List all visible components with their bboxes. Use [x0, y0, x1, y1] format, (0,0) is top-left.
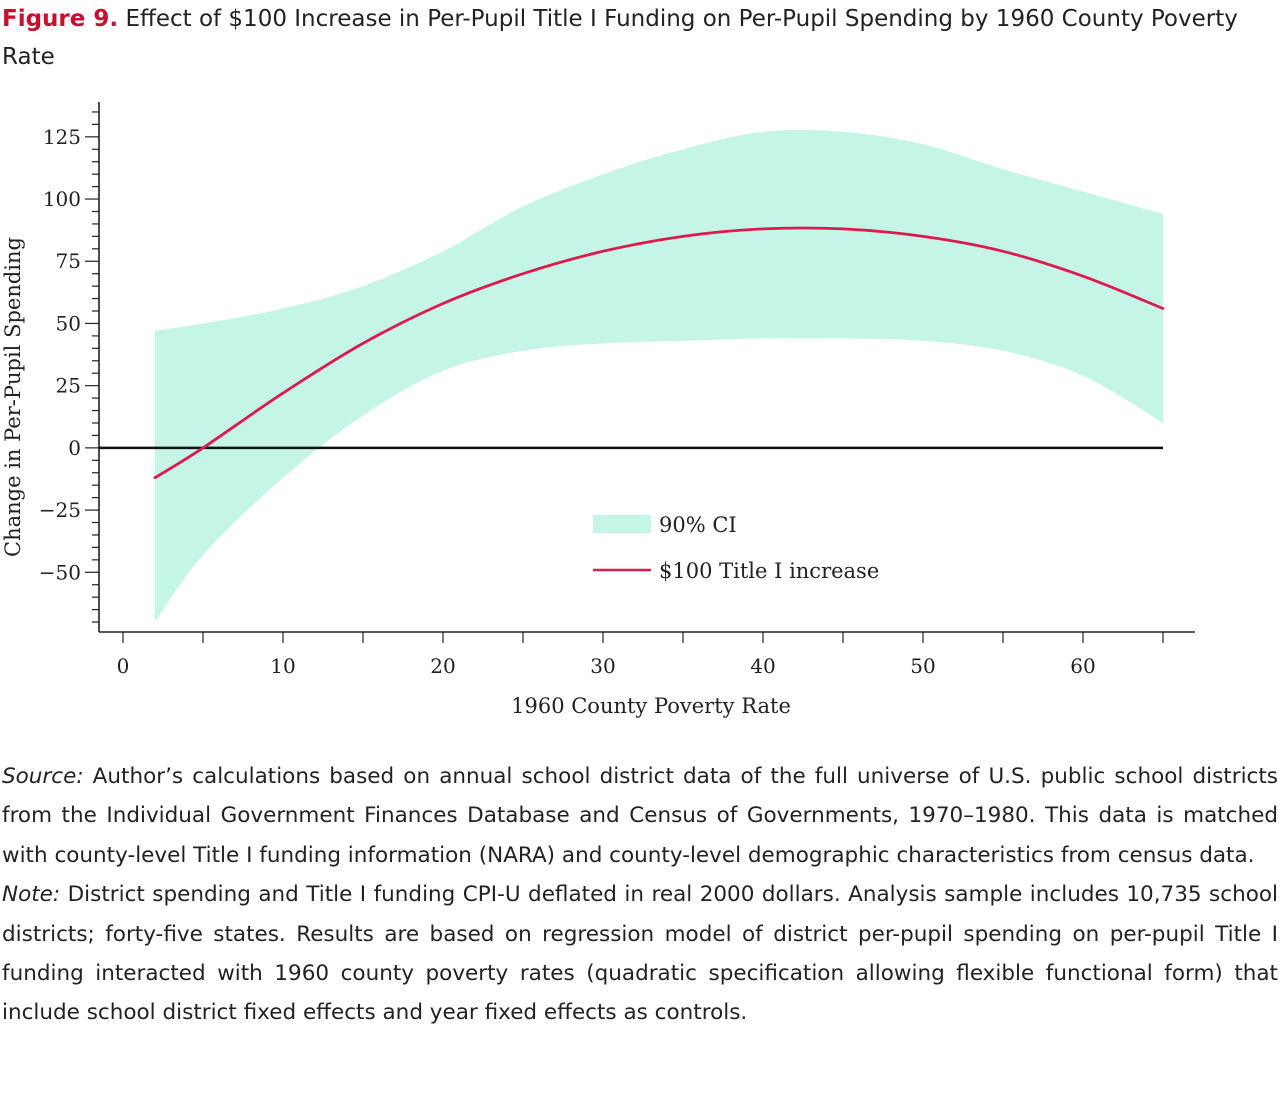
- note: Note: District spending and Title I fund…: [2, 875, 1278, 1033]
- y-tick-label: 100: [43, 187, 81, 211]
- chart: −50 −25 0 25 50 75 100 125 0 10 20 30 40 50 60 1960 Cou…: [1, 102, 1195, 718]
- note-text: District spending and Title I funding CP…: [2, 882, 1278, 1026]
- source-text: Author’s calculations based on annual sc…: [2, 764, 1278, 868]
- labels-layer: −50 −25 0 25 50 75 100 125 0 10 20 30 40 50 60 1960 Cou…: [1, 125, 1096, 718]
- x-tick-label: 10: [270, 654, 295, 678]
- ci-band-layer: [155, 130, 1163, 622]
- source-note: Source: Author’s calculations based on a…: [2, 757, 1278, 875]
- x-axis-label: 1960 County Poverty Rate: [511, 694, 791, 718]
- figure-title-text: Effect of $100 Increase in Per-Pupil Tit…: [2, 6, 1238, 70]
- legend-line-label: $100 Title I increase: [659, 559, 879, 583]
- figure-label: Figure 9.: [2, 6, 119, 32]
- y-axis-label: Change in Per-Pupil Spending: [1, 237, 25, 557]
- source-label: Source:: [2, 764, 84, 789]
- y-tick-label: 125: [43, 125, 81, 149]
- line-layer: [99, 226, 1165, 480]
- note-label: Note:: [2, 882, 61, 908]
- legend-ci-label: 90% CI: [659, 513, 737, 537]
- y-tick-label: 0: [68, 436, 81, 460]
- x-tick-label: 0: [117, 654, 130, 678]
- y-tick-label: 50: [56, 311, 81, 335]
- axes-layer: [85, 102, 1195, 643]
- x-tick-label: 40: [750, 654, 775, 678]
- y-tick-label: 75: [56, 249, 81, 273]
- y-tick-label: −50: [39, 560, 81, 584]
- x-tick-label: 60: [1070, 654, 1095, 678]
- y-tick-label: −25: [39, 498, 81, 522]
- legend-ci-swatch: [593, 515, 651, 533]
- ci-band: [155, 130, 1163, 622]
- y-tick-label: 25: [56, 374, 81, 398]
- x-tick-label: 20: [430, 654, 455, 678]
- figure-notes: Source: Author’s calculations based on a…: [2, 757, 1278, 1033]
- x-tick-label: 30: [590, 654, 615, 678]
- figure-title: Figure 9. Effect of $100 Increase in Per…: [2, 0, 1272, 76]
- legend: 90% CI $100 Title I increase: [593, 513, 879, 583]
- x-tick-label: 50: [910, 654, 935, 678]
- effect-line: [153, 226, 1165, 480]
